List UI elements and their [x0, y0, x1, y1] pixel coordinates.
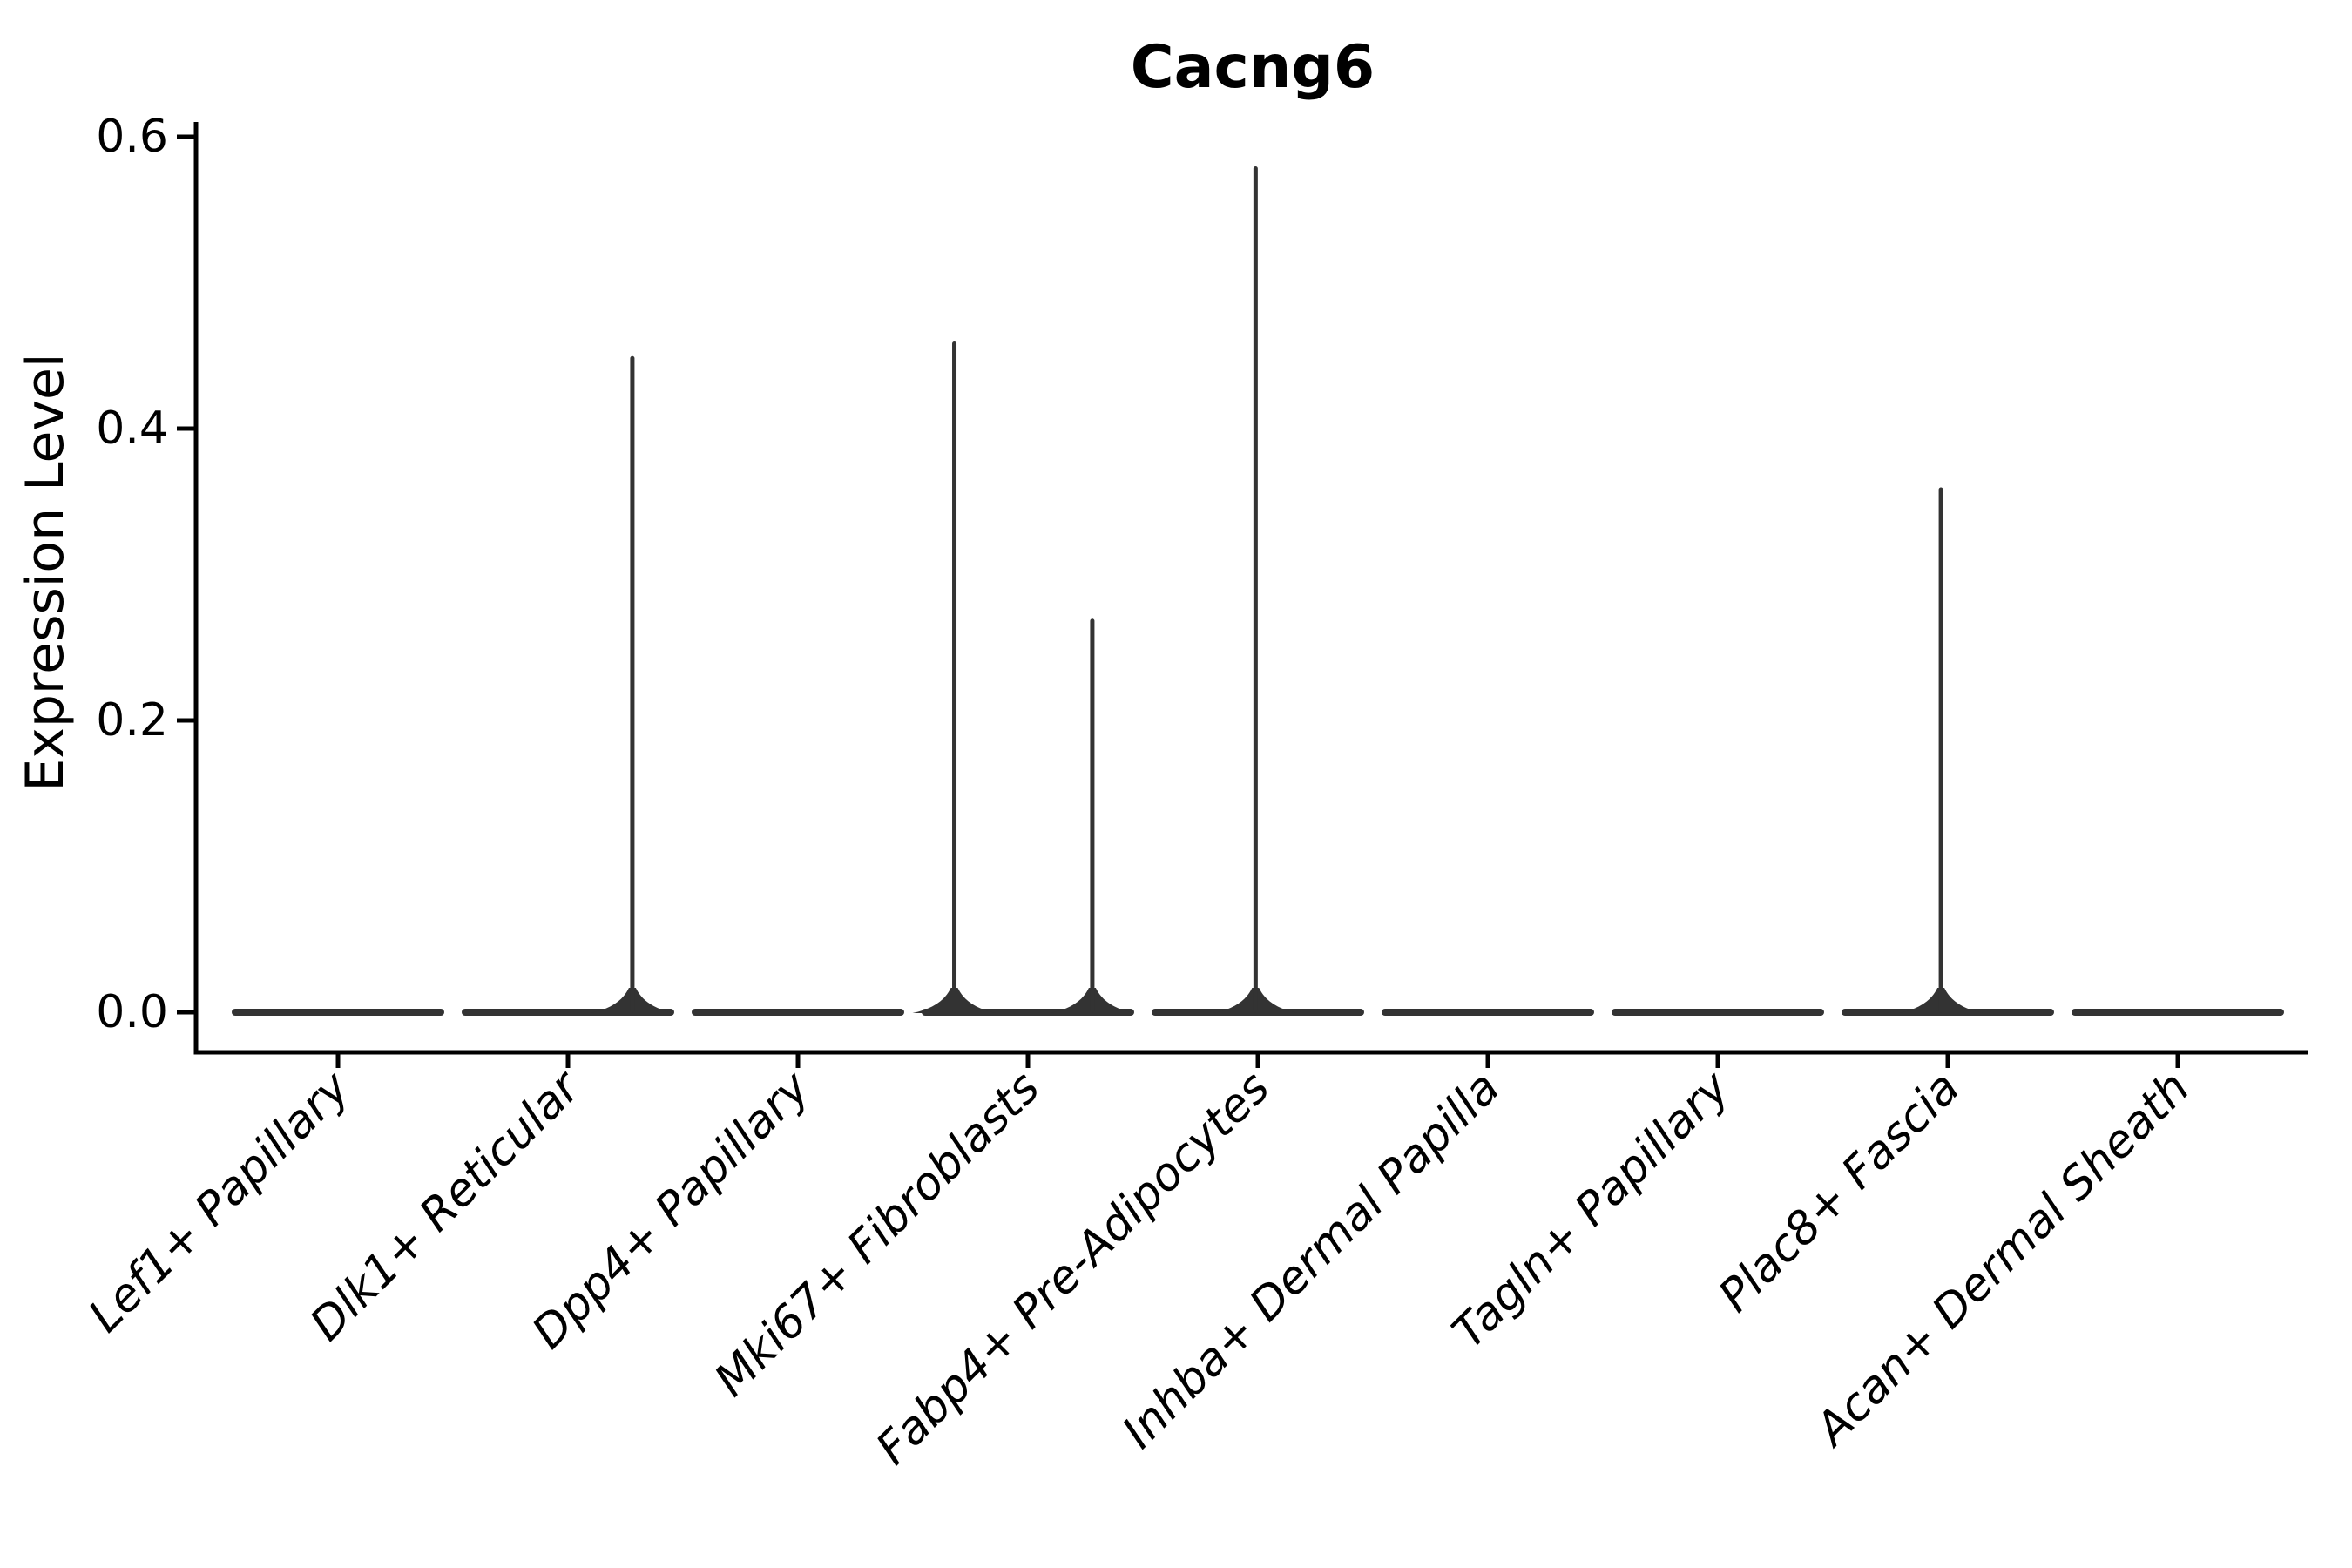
violin-body [2072, 1009, 2284, 1016]
violin-body [1612, 1009, 1824, 1016]
axes-group [193, 122, 2308, 1055]
violin-body [692, 1009, 904, 1016]
violins-group [232, 166, 2284, 1016]
y-axis-label: Expression Level [15, 353, 76, 791]
y-tick-label: 0.2 [96, 694, 168, 747]
y-tick-label: 0.4 [96, 402, 168, 455]
chart-title: Cacng6 [1131, 33, 1375, 102]
y-tick-label: 0.0 [96, 986, 168, 1038]
x-tick-label: Acan+ Dermal Sheath [1804, 1062, 2200, 1457]
y-tick-label: 0.6 [96, 111, 168, 163]
x-tick-label: Inhba+ Dermal Papilla [1112, 1062, 1510, 1459]
x-tick-label: Plac8+ Fascia [1709, 1062, 1970, 1322]
violin-body [1382, 1009, 1594, 1016]
y-ticks-group: 0.0 0.2 0.4 0.6 [96, 111, 196, 1038]
violin-body [232, 1009, 444, 1016]
x-tick-label: Fabp4+ Pre-Adipocytes [867, 1062, 1281, 1476]
